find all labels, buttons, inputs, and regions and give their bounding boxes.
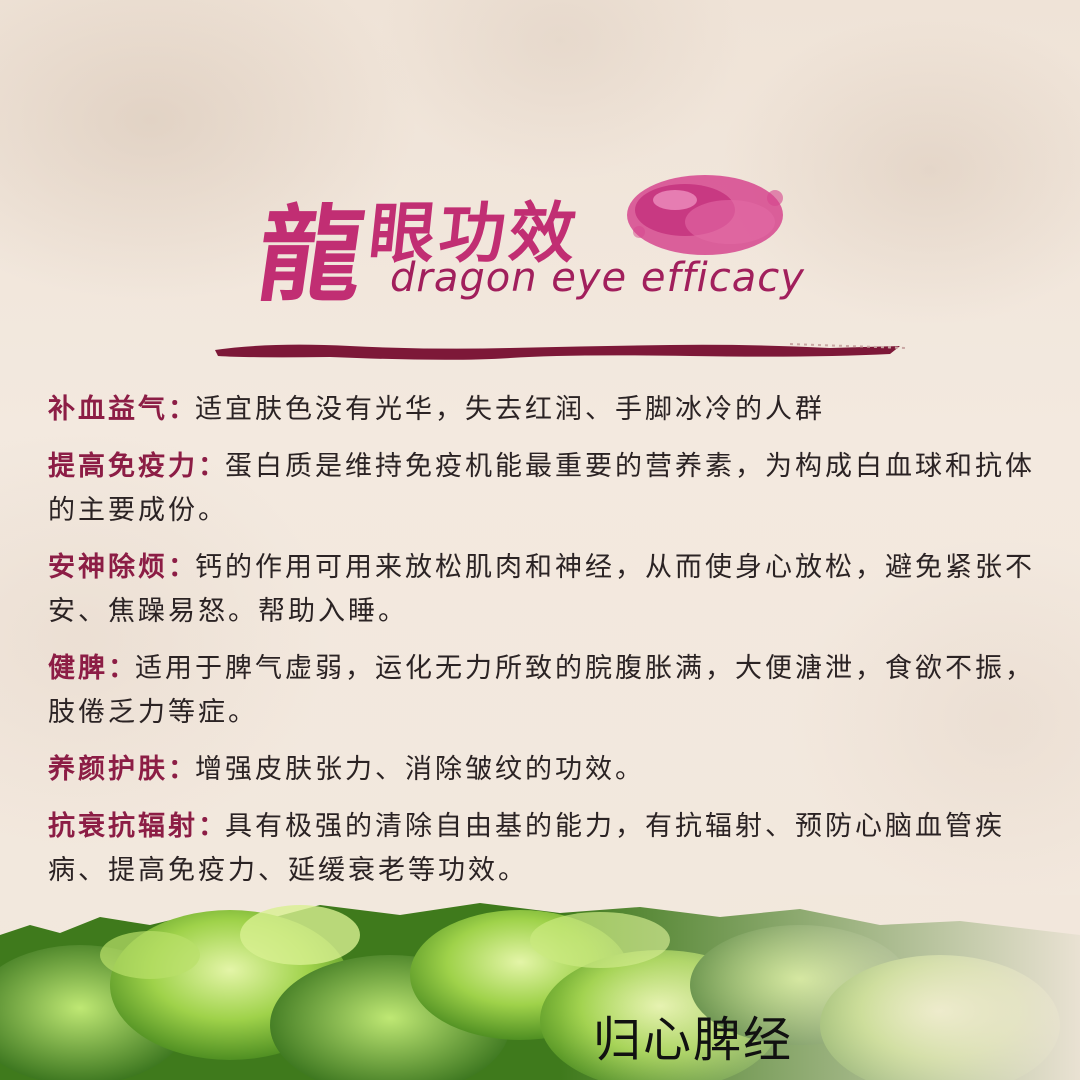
item-text: 适宜肤色没有光华，失去红润、手脚冰冷的人群: [195, 394, 825, 425]
item-separator: ：: [168, 394, 195, 425]
list-item: 健脾：适用于脾气虚弱，运化无力所致的脘腹胀满，大便溏泄，食欲不振，肢倦乏力等症。: [48, 647, 1043, 735]
efficacy-list: 补血益气：适宜肤色没有光华，失去红润、手脚冰冷的人群 提高免疫力：蛋白质是维持免…: [48, 388, 1043, 906]
item-title: 养颜护肤: [48, 754, 168, 785]
item-title: 补血益气: [48, 394, 168, 425]
list-item: 养颜护肤：增强皮肤张力、消除皱纹的功效。: [48, 748, 1043, 792]
brush-stroke-divider: [215, 343, 906, 360]
ink-blot-decoration: [627, 175, 783, 255]
item-title: 安神除烦: [48, 552, 168, 583]
item-text: 具有极强的清除自由基的能力，有抗辐射、预防心脑血管疾病、提高免疫力、延缓衰老等功…: [48, 811, 1005, 886]
item-title: 提高免疫力: [48, 451, 198, 482]
item-text: 增强皮肤张力、消除皱纹的功效。: [195, 754, 645, 785]
list-item: 抗衰抗辐射：具有极强的清除自由基的能力，有抗辐射、预防心脑血管疾病、提高免疫力、…: [48, 805, 1043, 893]
item-title: 抗衰抗辐射: [48, 811, 198, 842]
item-separator: ：: [198, 451, 225, 482]
list-item: 安神除烦：钙的作用可用来放松肌肉和神经，从而使身心放松，避免紧张不安、焦躁易怒。…: [48, 546, 1043, 634]
item-title: 健脾: [48, 653, 108, 684]
english-subtitle: dragon eye efficacy: [390, 255, 805, 301]
item-text: 钙的作用可用来放松肌肉和神经，从而使身心放松，避免紧张不安、焦躁易怒。帮助入睡。: [48, 552, 1035, 627]
item-separator: ：: [198, 811, 225, 842]
item-text: 适用于脾气虚弱，运化无力所致的脘腹胀满，大便溏泄，食欲不振，肢倦乏力等症。: [48, 653, 1035, 728]
title-block: 龍 眼功效 dragon eye efficacy: [250, 150, 810, 320]
foliage-decoration: [0, 895, 1080, 1080]
item-separator: ：: [168, 754, 195, 785]
item-text: 蛋白质是维持免疫机能最重要的营养素，为构成白血球和抗体的主要成份。: [48, 451, 1035, 526]
item-separator: ：: [108, 653, 135, 684]
footer-meridian-text: 归心脾经: [593, 1012, 794, 1068]
list-item: 补血益气：适宜肤色没有光华，失去红润、手脚冰冷的人群: [48, 388, 1043, 432]
title-dragon-char: 龍: [250, 193, 372, 316]
list-item: 提高免疫力：蛋白质是维持免疫机能最重要的营养素，为构成白血球和抗体的主要成份。: [48, 445, 1043, 533]
item-separator: ：: [168, 552, 195, 583]
